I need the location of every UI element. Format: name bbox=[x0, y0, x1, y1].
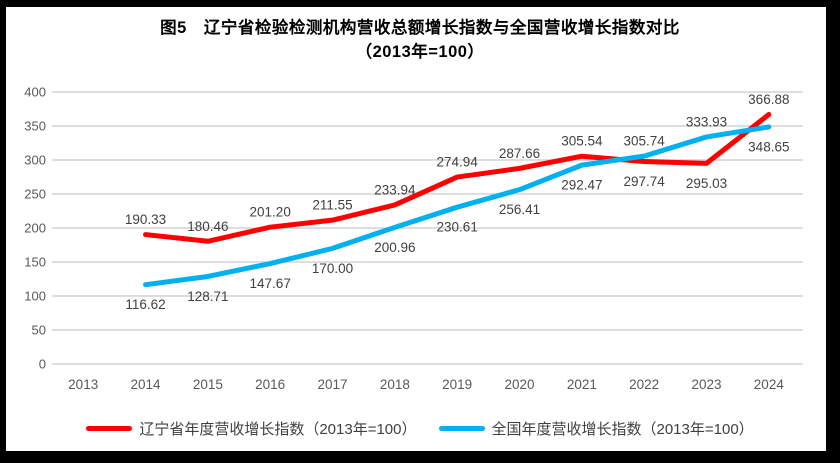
y-axis-tick-label: 0 bbox=[39, 357, 46, 372]
data-label: 147.67 bbox=[250, 276, 291, 291]
legend-swatch-liaoning bbox=[86, 425, 133, 431]
y-axis-tick-label: 400 bbox=[24, 85, 46, 100]
x-axis-tick-label: 2020 bbox=[504, 377, 534, 392]
x-axis-tick-label: 2019 bbox=[442, 377, 472, 392]
data-label: 305.74 bbox=[624, 134, 666, 149]
line-chart: 0 50 100 150 200 250 300 350 400 2013 2014 2015 2016… bbox=[24, 85, 803, 392]
x-axis-tick-label: 2015 bbox=[193, 377, 223, 392]
legend-item-liaoning: 辽宁省年度营收增长指数（2013年=100） bbox=[86, 418, 417, 439]
data-label: 292.47 bbox=[561, 178, 602, 193]
x-axis-tick-label: 2016 bbox=[255, 377, 285, 392]
data-label: 200.96 bbox=[374, 240, 415, 255]
x-axis-tick-label: 2021 bbox=[567, 377, 597, 392]
y-axis-tick-label: 300 bbox=[24, 153, 46, 168]
data-label: 366.88 bbox=[748, 92, 789, 107]
legend-label-national: 全国年度营收增长指数（2013年=100） bbox=[491, 420, 754, 438]
data-label: 295.03 bbox=[686, 176, 727, 191]
x-axis-tick-label: 2013 bbox=[68, 377, 98, 392]
x-axis-tick-label: 2014 bbox=[131, 377, 162, 392]
series-line-liaoning bbox=[143, 112, 772, 244]
frame-border-bottom bbox=[0, 451, 840, 463]
data-label: 190.33 bbox=[125, 212, 166, 227]
chart-title-line2: （2013年=100） bbox=[355, 43, 485, 61]
x-axis-tick-label: 2018 bbox=[380, 377, 410, 392]
y-axis-tick-label: 100 bbox=[24, 289, 46, 304]
data-label: 274.94 bbox=[437, 155, 479, 170]
x-axis-tick-label: 2017 bbox=[317, 377, 347, 392]
legend-swatch-national bbox=[438, 425, 485, 431]
y-axis-tick-label: 50 bbox=[32, 323, 46, 338]
x-axis-tick-label: 2024 bbox=[754, 377, 785, 392]
data-label: 180.46 bbox=[187, 219, 228, 234]
data-label: 256.41 bbox=[499, 202, 540, 217]
data-label: 211.55 bbox=[312, 198, 352, 213]
data-label: 305.54 bbox=[561, 134, 603, 149]
data-label: 233.94 bbox=[374, 182, 416, 197]
legend-item-national: 全国年度营收增长指数（2013年=100） bbox=[438, 418, 754, 439]
data-label: 116.62 bbox=[125, 297, 165, 312]
frame-border-top bbox=[0, 0, 840, 7]
x-axis-tick-label: 2023 bbox=[691, 377, 721, 392]
data-label: 333.93 bbox=[686, 114, 727, 129]
data-label: 348.65 bbox=[748, 139, 789, 154]
y-axis-tick-label: 250 bbox=[24, 187, 46, 202]
chart-legend: 辽宁省年度营收增长指数（2013年=100） 全国年度营收增长指数（2013年=… bbox=[0, 413, 840, 443]
x-axis-tick-label: 2022 bbox=[629, 377, 659, 392]
data-label: 201.20 bbox=[250, 205, 291, 220]
frame-border-left bbox=[0, 0, 6, 463]
legend-label-liaoning: 辽宁省年度营收增长指数（2013年=100） bbox=[139, 420, 417, 438]
chart-title-line1: 图5 辽宁省检验检测机构营收总额增长指数与全国营收增长指数对比 bbox=[160, 19, 680, 37]
chart-title: 图5 辽宁省检验检测机构营收总额增长指数与全国营收增长指数对比 （2013年=1… bbox=[0, 16, 840, 64]
frame-border-right bbox=[826, 0, 840, 463]
data-label: 128.71 bbox=[187, 289, 228, 304]
y-axis-tick-label: 200 bbox=[24, 221, 46, 236]
y-axis-tick-label: 150 bbox=[24, 255, 46, 270]
y-axis-tick-label: 350 bbox=[24, 119, 46, 134]
data-label: 287.66 bbox=[499, 146, 540, 161]
data-label: 170.00 bbox=[312, 261, 353, 276]
series-line-national bbox=[143, 124, 772, 288]
data-label: 297.74 bbox=[624, 174, 666, 189]
data-label: 230.61 bbox=[437, 220, 478, 235]
